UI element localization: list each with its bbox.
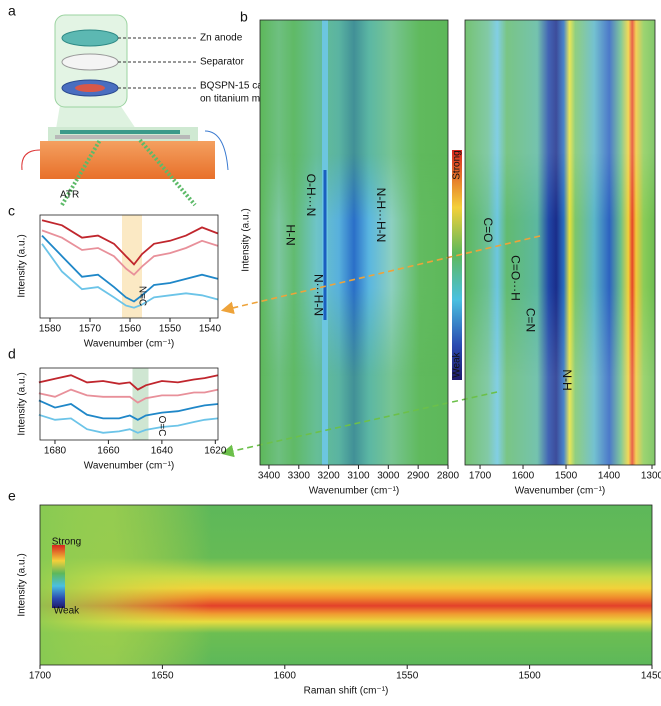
- x-tick-label: 1660: [97, 446, 120, 457]
- heatmap-layer: [40, 505, 652, 665]
- heatmap-fill: [40, 20, 655, 665]
- annotation: N-H: [560, 369, 574, 390]
- annotation: N···H-N: [312, 274, 326, 316]
- x-tick-label: 1550: [159, 324, 182, 335]
- annotation: C=O: [481, 217, 495, 242]
- x-tick-label: 1540: [199, 324, 222, 335]
- x-tick-label: 1450: [641, 671, 661, 682]
- layer: [55, 135, 190, 139]
- zn-disc: [61, 29, 119, 47]
- schematic: a Zn anode Separator BQSPN-15 cathode on…: [8, 3, 288, 207]
- x-tick-label: 1700: [29, 671, 52, 682]
- layer: [60, 130, 180, 134]
- x-tick-label: 1550: [396, 671, 419, 682]
- colorbar: [452, 150, 462, 380]
- x-tick-label: 1500: [555, 471, 578, 482]
- annotation: C=N: [524, 308, 538, 332]
- annotation: N≡C: [136, 286, 147, 306]
- cathode-center: [75, 84, 105, 92]
- x-tick-label: 2800: [437, 471, 460, 482]
- line: [41, 234, 219, 303]
- plot-frame: [259, 19, 449, 466]
- line: [38, 413, 219, 434]
- x-tick-label: 3100: [347, 471, 370, 482]
- x-tick-label: 1600: [512, 471, 535, 482]
- label: Zn anode: [200, 33, 243, 44]
- x-tick-label: 1300: [641, 471, 661, 482]
- x-tick-label: 3200: [318, 471, 341, 482]
- x-tick-label: 2900: [407, 471, 430, 482]
- panel-label: d: [8, 346, 16, 362]
- y-axis-label: Intensity (a.u.): [17, 234, 28, 297]
- x-tick-label: 3000: [377, 471, 400, 482]
- annotation: N-H···H-N: [374, 188, 388, 243]
- line: [38, 388, 219, 404]
- line: [41, 243, 219, 309]
- beam: [60, 138, 102, 207]
- plot-frame: [39, 504, 653, 666]
- x-tick-label: 1620: [204, 446, 227, 457]
- colorbar-label: Weak: [54, 606, 80, 617]
- wire: [204, 130, 229, 171]
- x-axis-label: Wavenumber (cm⁻¹): [515, 486, 605, 497]
- arrow: [220, 391, 498, 458]
- panel-label: a: [8, 3, 16, 19]
- highlight-band: [122, 215, 142, 318]
- panel-label: c: [8, 203, 15, 219]
- y-axis-label: Intensity (a.u.): [241, 208, 252, 271]
- x-axis-label: Wavenumber (cm⁻¹): [84, 461, 174, 472]
- x-tick-label: 1570: [79, 324, 102, 335]
- panel-label: b: [240, 9, 248, 25]
- separator-disc: [61, 53, 119, 71]
- label: Separator: [200, 57, 245, 68]
- colorbar-label: Strong: [52, 537, 81, 548]
- label: BQSPN-15 cathode: [200, 81, 288, 92]
- x-axis-label: Wavenumber (cm⁻¹): [84, 339, 174, 350]
- line: [41, 229, 219, 276]
- label: on titanium mesh: [200, 94, 276, 105]
- colorbar-label: Weak: [452, 351, 463, 377]
- x-tick-label: 1400: [598, 471, 621, 482]
- annotation: O-H···N: [304, 174, 318, 217]
- atr-crystal: [40, 141, 215, 179]
- colorbar: [52, 545, 65, 608]
- heatmap-layer: [260, 20, 448, 465]
- x-tick-label: 1650: [151, 671, 174, 682]
- x-tick-label: 1580: [39, 324, 62, 335]
- plot-frame: [464, 19, 656, 466]
- x-tick-label: 1600: [274, 671, 297, 682]
- x-tick-label: 1680: [44, 446, 67, 457]
- label: ATR: [60, 190, 79, 201]
- annotation: H-N: [284, 224, 298, 245]
- y-axis-label: Intensity (a.u.): [17, 553, 28, 616]
- panel-label: e: [8, 488, 16, 504]
- heatmap-layer: [465, 20, 655, 465]
- line: [41, 219, 219, 266]
- x-tick-label: 1640: [151, 446, 174, 457]
- heatmap-streak: [323, 170, 327, 320]
- x-tick-label: 1500: [518, 671, 541, 682]
- y-axis-label: Intensity (a.u.): [17, 372, 28, 435]
- x-tick-label: 1700: [469, 471, 492, 482]
- plot-frame: [39, 367, 219, 441]
- x-tick-label: 3400: [258, 471, 281, 482]
- plot-frame: [39, 214, 219, 319]
- x-tick-label: 1560: [119, 324, 142, 335]
- annotation: O=C: [156, 416, 167, 437]
- leader-lines: [118, 37, 196, 89]
- x-axis-label: Raman shift (cm⁻¹): [304, 686, 389, 697]
- annotation: C=O···H: [509, 255, 523, 301]
- x-tick-label: 3300: [288, 471, 311, 482]
- x-axis-label: Wavenumber (cm⁻¹): [309, 486, 399, 497]
- wire: [21, 149, 41, 171]
- line: [38, 399, 219, 421]
- line: [38, 374, 219, 391]
- colorbar-label: Strong: [452, 150, 463, 179]
- arrow: [220, 235, 541, 315]
